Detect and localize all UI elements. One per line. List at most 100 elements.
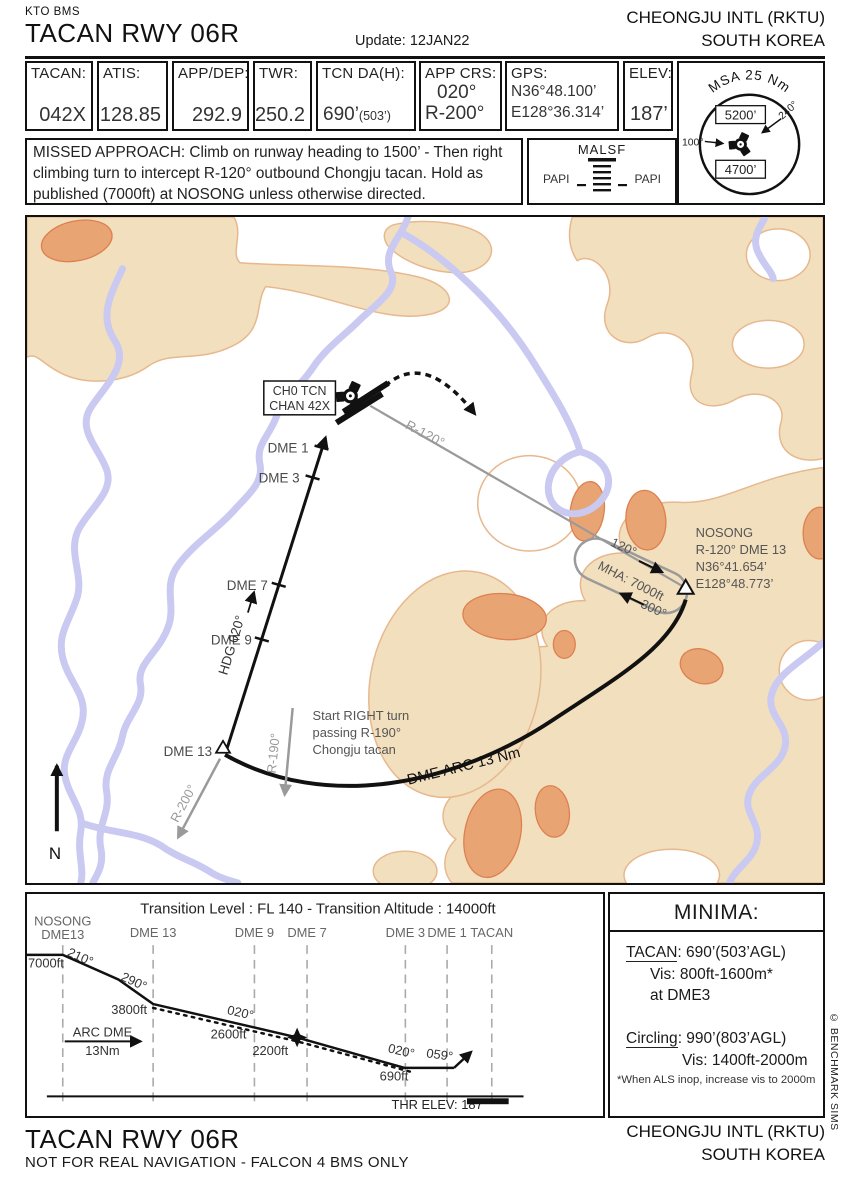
- transition-levels: Transition Level : FL 140 - Transition A…: [140, 902, 495, 918]
- gps-lat: N36°48.100’: [511, 83, 597, 100]
- radial-200-line: [177, 758, 222, 840]
- arc-dme-label2: 13Nm: [85, 1043, 119, 1058]
- lighting-box: MALSF PAPI PAPI: [527, 138, 677, 205]
- missed-approach-line3: published (7000ft) at NOSONG unless othe…: [33, 186, 426, 203]
- crs-210: 210°: [65, 945, 96, 969]
- minima-tacan-line: TACAN: 690’(503’AGL): [626, 944, 786, 962]
- appdep-value: 292.9: [191, 104, 242, 126]
- alt-2600: 2600ft: [211, 1026, 247, 1041]
- tacan-station-icon-msa: [728, 132, 751, 157]
- papi-left-label: PAPI: [543, 172, 570, 186]
- crs-059: 059°: [426, 1045, 455, 1063]
- msa-lower-altitude: 4700’: [725, 162, 757, 177]
- missed-approach-box: MISSED APPROACH: Climb on runway heading…: [25, 138, 523, 205]
- page-title: TACAN RWY 06R: [25, 18, 240, 48]
- plan-view-map: R-120° 120° MHA: 7000ft 300° DME ARC 13 …: [25, 213, 840, 902]
- malsf-lighting-icon: [577, 158, 627, 192]
- profile-view: Transition Level : FL 140 - Transition A…: [25, 892, 605, 1118]
- crs-020a: 020°: [226, 1002, 255, 1022]
- footer-country: SOUTH KOREA: [701, 1145, 825, 1164]
- msa-bearing-right: 240°: [777, 99, 800, 122]
- footer-disclaimer: NOT FOR REAL NAVIGATION - FALCON 4 BMS O…: [25, 1154, 409, 1171]
- crs-020b: 020°: [387, 1040, 416, 1060]
- nosong-info-block: NOSONG R-120° DME 13 N36°41.654’ E128°48…: [696, 525, 787, 591]
- turn-note-line1: Start RIGHT turn: [313, 708, 410, 723]
- papi-right-label: PAPI: [634, 172, 661, 186]
- profile-fix-nosong-dme: DME13: [41, 927, 84, 942]
- heading-020-arrow: [244, 590, 258, 613]
- missed-approach-line2: climbing turn to intercept R-120° outbou…: [33, 165, 483, 182]
- profile-fix-dme1: DME 1: [427, 925, 466, 940]
- alt-2200: 2200ft: [252, 1043, 288, 1058]
- malsf-label: MALSF: [577, 142, 627, 157]
- minima-circling-line: Circling: 990’(803’AGL): [626, 1030, 786, 1048]
- gps-label: GPS:: [511, 65, 548, 82]
- holding-inbound-arrow: [638, 560, 665, 574]
- turn-note-block: Start RIGHT turn passing R-190° Chongju …: [313, 708, 410, 757]
- elev-label: ELEV:: [629, 65, 672, 82]
- threshold-elevation: THR ELEV: 187’: [391, 1097, 485, 1112]
- map-dme9-label: DME 9: [211, 632, 252, 647]
- arc-dme-label1: ARC DME: [73, 1024, 132, 1039]
- appdep-box: APP/DEP: 292.9: [172, 61, 249, 131]
- radial-120-label: R-120°: [403, 417, 447, 450]
- map-dme3-label: DME 3: [259, 470, 300, 485]
- dme-tick-marks: [254, 444, 329, 643]
- app-crs-label: APP CRS:: [425, 65, 497, 82]
- alt-3800: 3800ft: [111, 1002, 147, 1017]
- copyright-text: © BENCHMARK SIMS: [828, 1012, 840, 1131]
- radial-200-label: R-200°: [167, 782, 199, 825]
- nosong-lat: N36°41.654’: [696, 559, 767, 574]
- minima-divider: [610, 930, 823, 932]
- holding-outbound-arrow: [618, 592, 645, 606]
- profile-fix-dme3: DME 3: [386, 925, 425, 940]
- map-dme13-label: DME 13: [164, 744, 212, 759]
- app-crs-box: APP CRS: 020° R-200°: [419, 61, 502, 131]
- profile-fix-labels: NOSONG DME13 DME 13 DME 9 DME 7 DME 3 DM…: [34, 913, 513, 942]
- missed-approach-arrow: [384, 371, 477, 416]
- minima-note: *When ALS inop, increase vis to 2000m: [617, 1074, 816, 1086]
- header-divider: [25, 56, 825, 59]
- minima-circling-label: Circling: [626, 1030, 678, 1048]
- map-canvas: R-120° 120° MHA: 7000ft 300° DME ARC 13 …: [26, 213, 840, 902]
- app-crs-radial: R-200°: [425, 103, 485, 124]
- msa-upper-altitude: 5200’: [725, 108, 757, 123]
- profile-fix-gridlines: [61, 945, 493, 1107]
- msa-bearing-left: 100°: [682, 137, 704, 148]
- radial-190-label: R-190°: [264, 732, 283, 774]
- descent-profile-line: [27, 953, 455, 1070]
- turn-note-line2: passing R-190°: [313, 725, 401, 740]
- profile-fix-dme9: DME 9: [235, 925, 274, 940]
- footer-title: TACAN RWY 06R: [25, 1124, 240, 1154]
- alt-7000: 7000ft: [28, 956, 64, 971]
- rivers: [57, 213, 827, 887]
- alt-690: 690ft: [380, 1069, 409, 1084]
- twr-value: 250.2: [254, 104, 305, 126]
- minima-circling-value: : 990’(803’AGL): [677, 1030, 787, 1047]
- airport-name: CHEONGJU INTL (RKTU): [626, 8, 825, 27]
- profile-fix-tacan: TACAN: [470, 925, 513, 940]
- elev-box: ELEV: 187’: [623, 61, 673, 131]
- approach-course-line: [224, 435, 329, 753]
- dme-arc-path: [224, 599, 688, 788]
- elev-value: 187’: [630, 103, 668, 125]
- tacan-value: 042X: [39, 104, 86, 126]
- map-dme7-label: DME 7: [227, 578, 268, 593]
- tcn-da-box: TCN DA(H): 690’(503’): [316, 61, 416, 131]
- runway-symbol: [334, 380, 390, 426]
- msa-bearing-right-arrow: [760, 118, 782, 134]
- appdep-label: APP/DEP:: [178, 65, 249, 82]
- svg-text:MSA 25 Nm: MSA 25 Nm: [706, 67, 794, 95]
- turn-note-line3: Chongju tacan: [313, 742, 396, 757]
- minima-box: MINIMA: TACAN: 690’(503’AGL) Vis: 800ft-…: [608, 892, 825, 1118]
- station-id-line1: CH0 TCN: [273, 384, 327, 398]
- tcn-da-value-agl: (503’): [358, 109, 391, 123]
- app-crs-value: 020°: [437, 82, 477, 103]
- runway-bar-icon: [466, 1098, 509, 1105]
- twr-box: TWR: 250.2: [253, 61, 312, 131]
- nosong-lon: E128°48.773’: [696, 576, 774, 591]
- twr-label: TWR:: [259, 65, 299, 82]
- gps-box: GPS: N36°48.100’ E128°36.314’: [505, 61, 619, 131]
- tcn-da-value: 690’: [323, 104, 359, 125]
